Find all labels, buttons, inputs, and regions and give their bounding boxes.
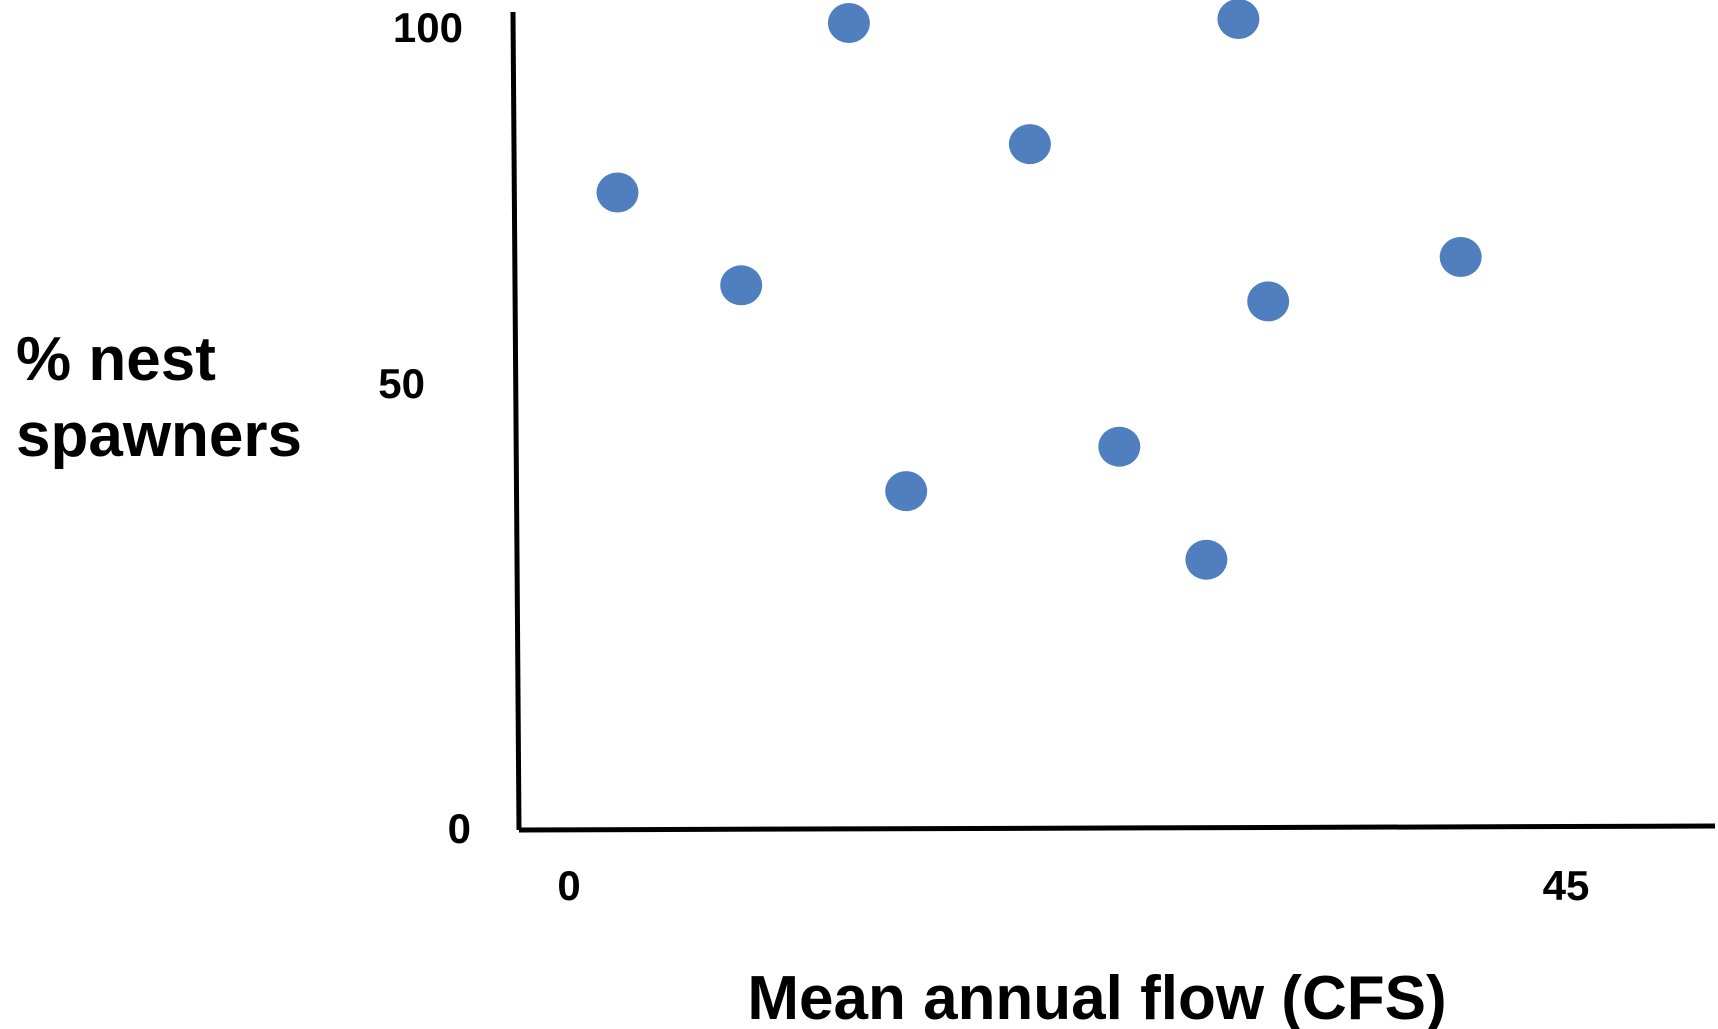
data-point-9 (1247, 281, 1290, 322)
y-axis-title-line-2: spawners (16, 401, 302, 470)
data-point-10 (1439, 237, 1482, 277)
data-point-8 (1217, 0, 1260, 39)
data-point-5 (1008, 124, 1051, 165)
data-point-4 (885, 471, 928, 512)
x-tick-label-45: 45 (1543, 862, 1590, 909)
x-axis-line (518, 823, 1716, 833)
y-axis-line (510, 11, 522, 831)
x-tick-label-0: 0 (557, 862, 580, 909)
y-axis-title-line-1: % nest (16, 325, 216, 394)
y-tick-label-100: 100 (393, 4, 463, 51)
x-tick-labels: 0 45 (557, 862, 1589, 909)
y-axis-title: % nest spawners (16, 325, 302, 470)
y-tick-label-0: 0 (448, 805, 471, 852)
data-point-2 (720, 265, 763, 306)
x-axis-title: Mean annual flow (CFS) (747, 964, 1446, 1029)
data-point-3 (827, 3, 870, 43)
data-point-1 (596, 172, 639, 213)
y-tick-labels: 100 50 0 (378, 4, 471, 852)
data-point-6 (1098, 426, 1141, 467)
data-point-7 (1185, 539, 1228, 580)
axes (510, 11, 1716, 833)
y-tick-label-50: 50 (378, 360, 425, 407)
data-points (596, 0, 1482, 580)
